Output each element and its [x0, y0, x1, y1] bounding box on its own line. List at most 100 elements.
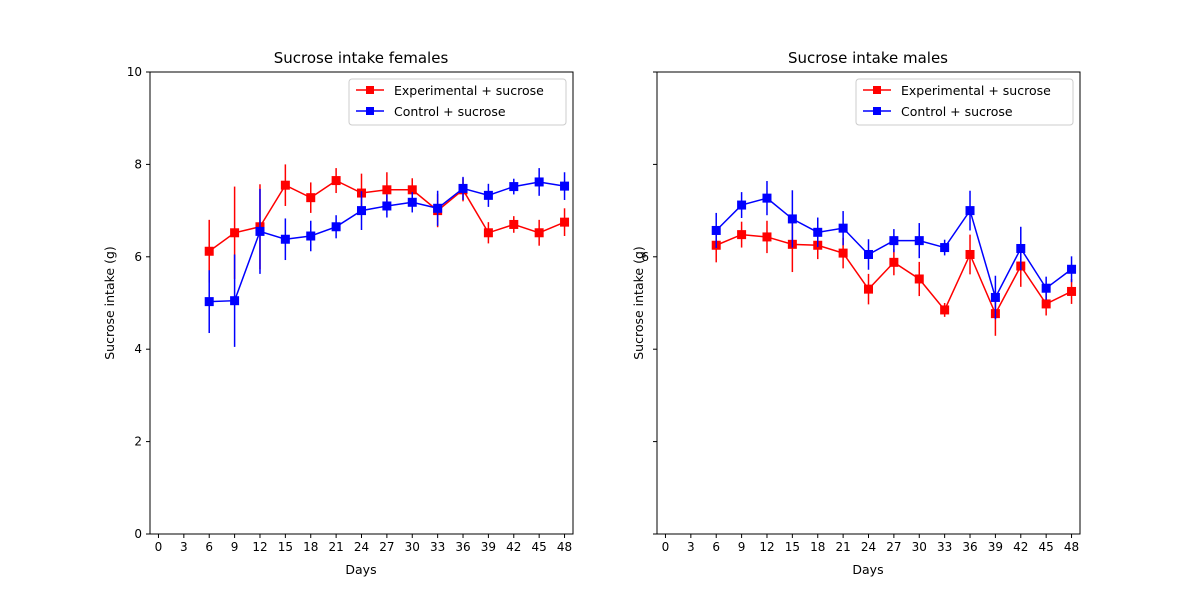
y-tick-label: 4 — [134, 342, 142, 356]
data-point — [509, 219, 519, 229]
data-point — [1041, 299, 1051, 309]
data-point — [1041, 283, 1051, 293]
data-point — [483, 190, 493, 200]
data-point — [382, 201, 392, 211]
data-point — [965, 249, 975, 259]
x-tick-label: 9 — [231, 540, 239, 554]
y-axis-label: Sucrose intake (g) — [631, 246, 646, 360]
data-point — [965, 206, 975, 216]
legend: Experimental + sucrose Control + sucrose — [348, 78, 567, 126]
data-point — [534, 228, 544, 238]
x-tick-label: 27 — [379, 540, 394, 554]
plot-marks — [204, 164, 570, 347]
data-point — [534, 177, 544, 187]
data-point — [331, 176, 341, 186]
x-tick-label: 21 — [835, 540, 850, 554]
legend-label: Control + sucrose — [901, 104, 1013, 119]
plot-marks — [711, 181, 1077, 336]
series-1 — [204, 168, 570, 347]
data-point — [433, 203, 443, 213]
x-tick-label: 15 — [785, 540, 800, 554]
data-point — [864, 284, 873, 294]
data-point — [914, 236, 924, 246]
data-point — [762, 232, 772, 242]
data-point — [483, 228, 493, 238]
y-tick-label: 6 — [134, 250, 142, 264]
legend-entry: Experimental + sucrose — [863, 83, 1051, 98]
y-tick-label: 8 — [134, 157, 142, 171]
data-point — [230, 228, 240, 238]
x-axis-label: Days — [345, 562, 376, 577]
x-tick-label: 48 — [1064, 540, 1079, 554]
data-point — [331, 222, 341, 232]
y-axis-label: Sucrose intake (g) — [102, 246, 117, 360]
x-axis-label: Days — [852, 562, 883, 577]
legend-entry: Control + sucrose — [356, 104, 506, 119]
x-tick-label: 18 — [810, 540, 825, 554]
y-tick-label: 0 — [134, 527, 142, 541]
x-tick-label: 6 — [712, 540, 720, 554]
x-tick-label: 3 — [180, 540, 188, 554]
series-1 — [711, 181, 1077, 320]
x-tick-label: 45 — [532, 540, 547, 554]
panel-females: Sucrose intake females 0 3 6 9 12 15 18 21 24 27 3… — [102, 49, 574, 577]
data-point — [940, 305, 950, 315]
legend-label: Experimental + sucrose — [394, 83, 544, 98]
y-tick-label: 2 — [134, 435, 142, 449]
data-point — [255, 226, 265, 236]
legend-label: Experimental + sucrose — [901, 83, 1051, 98]
x-tick-label: 33 — [430, 540, 445, 554]
legend: Experimental + sucrose Control + sucrose — [855, 78, 1074, 126]
data-point — [280, 234, 290, 244]
data-point — [560, 181, 570, 191]
data-point — [838, 223, 848, 233]
data-point — [230, 296, 240, 306]
x-tick-label: 21 — [328, 540, 343, 554]
data-point — [762, 193, 772, 203]
x-axis-ticks: 0 3 6 9 12 15 18 21 24 27 30 33 36 39 42 45 48 — [662, 534, 1079, 554]
data-point — [280, 180, 290, 190]
legend-marker — [873, 107, 881, 115]
x-tick-label: 27 — [886, 540, 901, 554]
data-point — [914, 274, 924, 284]
x-tick-label: 6 — [205, 540, 213, 554]
data-point — [509, 182, 519, 192]
x-tick-label: 0 — [155, 540, 163, 554]
data-point — [864, 249, 873, 259]
data-point — [306, 231, 316, 241]
y-axis-ticks: 0 2 4 6 8 10 — [127, 65, 150, 541]
data-point — [990, 292, 1000, 302]
legend-marker — [366, 107, 374, 115]
data-point — [787, 214, 797, 224]
data-point — [407, 197, 417, 207]
legend-box — [855, 78, 1074, 126]
x-tick-label: 24 — [861, 540, 876, 554]
data-point — [940, 243, 950, 253]
chart-title: Sucrose intake males — [788, 49, 948, 67]
data-point — [737, 230, 747, 240]
legend-marker — [366, 86, 374, 94]
data-point — [204, 297, 214, 307]
legend-label: Control + sucrose — [394, 104, 506, 119]
data-point — [458, 183, 468, 193]
data-point — [1016, 243, 1026, 253]
x-tick-label: 45 — [1039, 540, 1054, 554]
data-point — [737, 200, 747, 210]
x-tick-label: 36 — [962, 540, 977, 554]
x-tick-label: 3 — [687, 540, 695, 554]
x-tick-label: 48 — [557, 540, 572, 554]
data-point — [382, 185, 392, 195]
legend-marker — [873, 86, 881, 94]
x-tick-label: 42 — [1013, 540, 1028, 554]
y-tick-label: 10 — [127, 65, 142, 79]
legend-entry: Experimental + sucrose — [356, 83, 544, 98]
data-point — [711, 225, 721, 235]
y-tick-label: 6 — [641, 250, 649, 264]
x-tick-label: 30 — [405, 540, 420, 554]
legend-box — [348, 78, 567, 126]
x-tick-label: 9 — [738, 540, 746, 554]
x-tick-label: 18 — [303, 540, 318, 554]
data-point — [1067, 286, 1077, 296]
x-tick-label: 12 — [252, 540, 267, 554]
